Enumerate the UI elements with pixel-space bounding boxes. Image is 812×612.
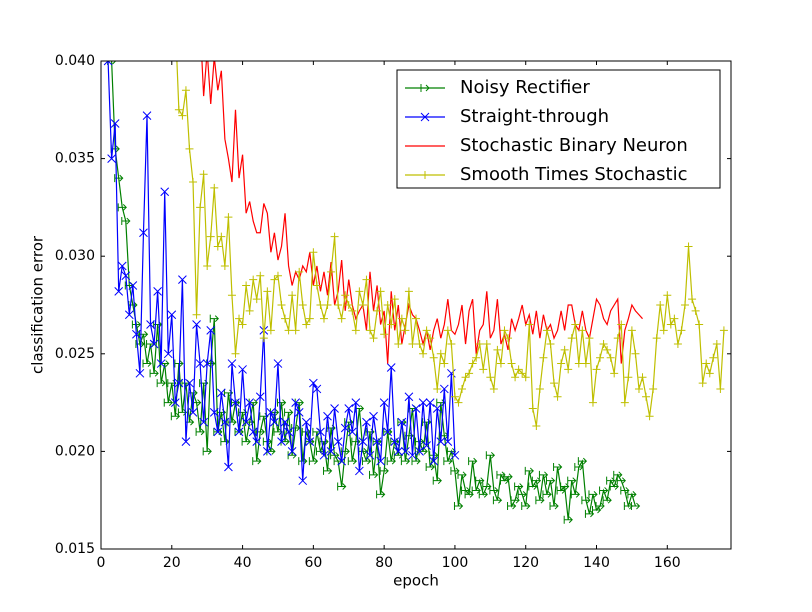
x-axis-label: epoch xyxy=(393,572,439,590)
plot-lines xyxy=(101,61,728,524)
x-tick-label: 160 xyxy=(654,555,681,571)
x-tick-label: 0 xyxy=(97,555,106,571)
legend-label: Straight-through xyxy=(460,106,609,127)
legend-label: Stochastic Binary Neuron xyxy=(460,135,688,156)
x-tick-label: 60 xyxy=(304,555,322,571)
y-tick-label: 0.030 xyxy=(55,248,95,264)
plot-frame xyxy=(100,60,732,550)
legend-box xyxy=(396,69,721,189)
y-tick-label: 0.025 xyxy=(55,346,95,362)
y-axis-label: classification error xyxy=(29,235,47,374)
x-tick-label: 120 xyxy=(512,555,539,571)
y-tick-label: 0.035 xyxy=(55,151,95,167)
x-tick-label: 40 xyxy=(234,555,252,571)
y-tick-label: 0.040 xyxy=(55,53,95,69)
y-tick-label: 0.020 xyxy=(55,443,95,459)
x-tick-label: 100 xyxy=(442,555,469,571)
series-line xyxy=(167,61,728,431)
legend-label: Noisy Rectifier xyxy=(460,77,590,98)
legend-label: Smooth Times Stochastic xyxy=(460,164,688,185)
x-tick-label: 20 xyxy=(163,555,181,571)
x-tick-label: 140 xyxy=(583,555,610,571)
y-tick-label: 0.015 xyxy=(55,541,95,557)
x-tick-label: 80 xyxy=(375,555,393,571)
